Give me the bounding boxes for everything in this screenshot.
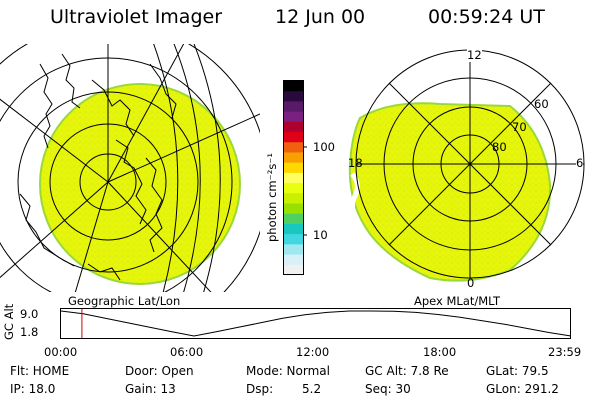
longitude-line <box>107 113 260 183</box>
colorbar-band <box>284 244 303 256</box>
altitude-plot <box>60 308 572 339</box>
dsp-value: 5.2 <box>302 382 322 396</box>
colorbar-tick-10: 10 <box>313 228 328 242</box>
colorbar-band <box>284 101 303 113</box>
door-info: Door: Open <box>125 364 194 378</box>
altitude-xtick-0000: 00:00 <box>44 345 78 359</box>
altitude-xtick-1200: 12:00 <box>296 345 330 359</box>
altitude-xtick-0600: 06:00 <box>170 345 204 359</box>
instrument-title: Ultraviolet Imager <box>50 6 223 28</box>
colorbar-band <box>284 254 303 266</box>
colorbar-tick-100: 100 <box>313 140 335 154</box>
mlat-label-80: 80 <box>492 140 507 154</box>
colorbar-band <box>284 234 303 245</box>
altitude-ytick-1.8: 1.8 <box>20 325 39 339</box>
coastline <box>61 53 81 109</box>
longitude-line <box>107 44 185 183</box>
colorbar-band <box>284 142 303 153</box>
coastline <box>91 79 135 137</box>
ip-info: IP: 18.0 <box>10 382 56 396</box>
left-panel-caption: Geographic Lat/Lon <box>68 294 181 308</box>
altitude-xtick-2359: 23:59 <box>548 345 582 359</box>
colorbar-band <box>284 111 303 123</box>
meridian-arc <box>173 44 201 292</box>
colorbar-band <box>284 193 303 205</box>
aurora-disk <box>39 83 241 285</box>
mlt-label-18: 18 <box>348 156 363 170</box>
coastline <box>149 63 177 119</box>
apex-mlt-image <box>348 49 585 282</box>
longitude-line <box>0 98 109 183</box>
colorbar-unit-label: photon cm⁻²s⁻¹ <box>265 153 279 242</box>
filter-info: Flt: HOME <box>10 364 70 378</box>
colorbar-band <box>284 203 303 215</box>
colorbar-band <box>284 91 303 102</box>
altitude-ytick-9: 9.0 <box>20 307 39 321</box>
mlat-label-60: 60 <box>534 97 549 111</box>
colorbar-band <box>284 172 303 184</box>
mlt-label-6: 6 <box>576 156 584 170</box>
longitude-line <box>74 181 109 292</box>
longitude-line <box>107 181 212 292</box>
date-label: 12 Jun 00 <box>275 6 366 28</box>
meridian-arc <box>193 44 221 292</box>
colorbar <box>283 80 307 276</box>
meridian-arc <box>153 44 179 292</box>
colorbar-band <box>284 152 303 164</box>
coastline <box>39 63 53 149</box>
mlt-label-0: 0 <box>467 276 475 290</box>
colorbar-band <box>284 132 303 143</box>
right-panel-caption: Apex MLat/MLT <box>414 294 501 308</box>
altitude-ylabel: GC Alt <box>2 303 16 340</box>
mlt-label-12: 12 <box>467 48 482 62</box>
colorbar-band <box>284 162 303 174</box>
coastline <box>115 139 147 225</box>
coastline <box>87 263 121 281</box>
orbit-altitude-curve <box>60 310 572 337</box>
dsp-label: Dsp: <box>246 382 274 396</box>
longitude-line <box>0 181 109 279</box>
colorbar-band <box>284 264 303 276</box>
altitude-xtick-1800: 18:00 <box>423 345 457 359</box>
colorbar-band <box>284 183 303 194</box>
time-label: 00:59:24 UT <box>428 6 545 28</box>
geographic-image <box>0 44 260 292</box>
aurora-gap <box>349 172 360 217</box>
glat-info: GLat: 79.5 <box>486 364 549 378</box>
colorbar-band <box>284 223 303 235</box>
mlat-label-70: 70 <box>512 120 527 134</box>
colorbar-band <box>284 213 303 225</box>
gc-alt-info: GC Alt: 7.8 Re <box>365 364 449 378</box>
gain-info: Gain: 13 <box>125 382 176 396</box>
coastline <box>145 157 163 253</box>
colorbar-band <box>284 121 303 133</box>
coastline <box>19 193 75 267</box>
colorbar-band <box>284 81 303 92</box>
seq-info: Seq: 30 <box>365 382 411 396</box>
mode-info: Mode: Normal <box>246 364 330 378</box>
glon-info: GLon: 291.2 <box>486 382 559 396</box>
mlt-line <box>388 82 552 246</box>
